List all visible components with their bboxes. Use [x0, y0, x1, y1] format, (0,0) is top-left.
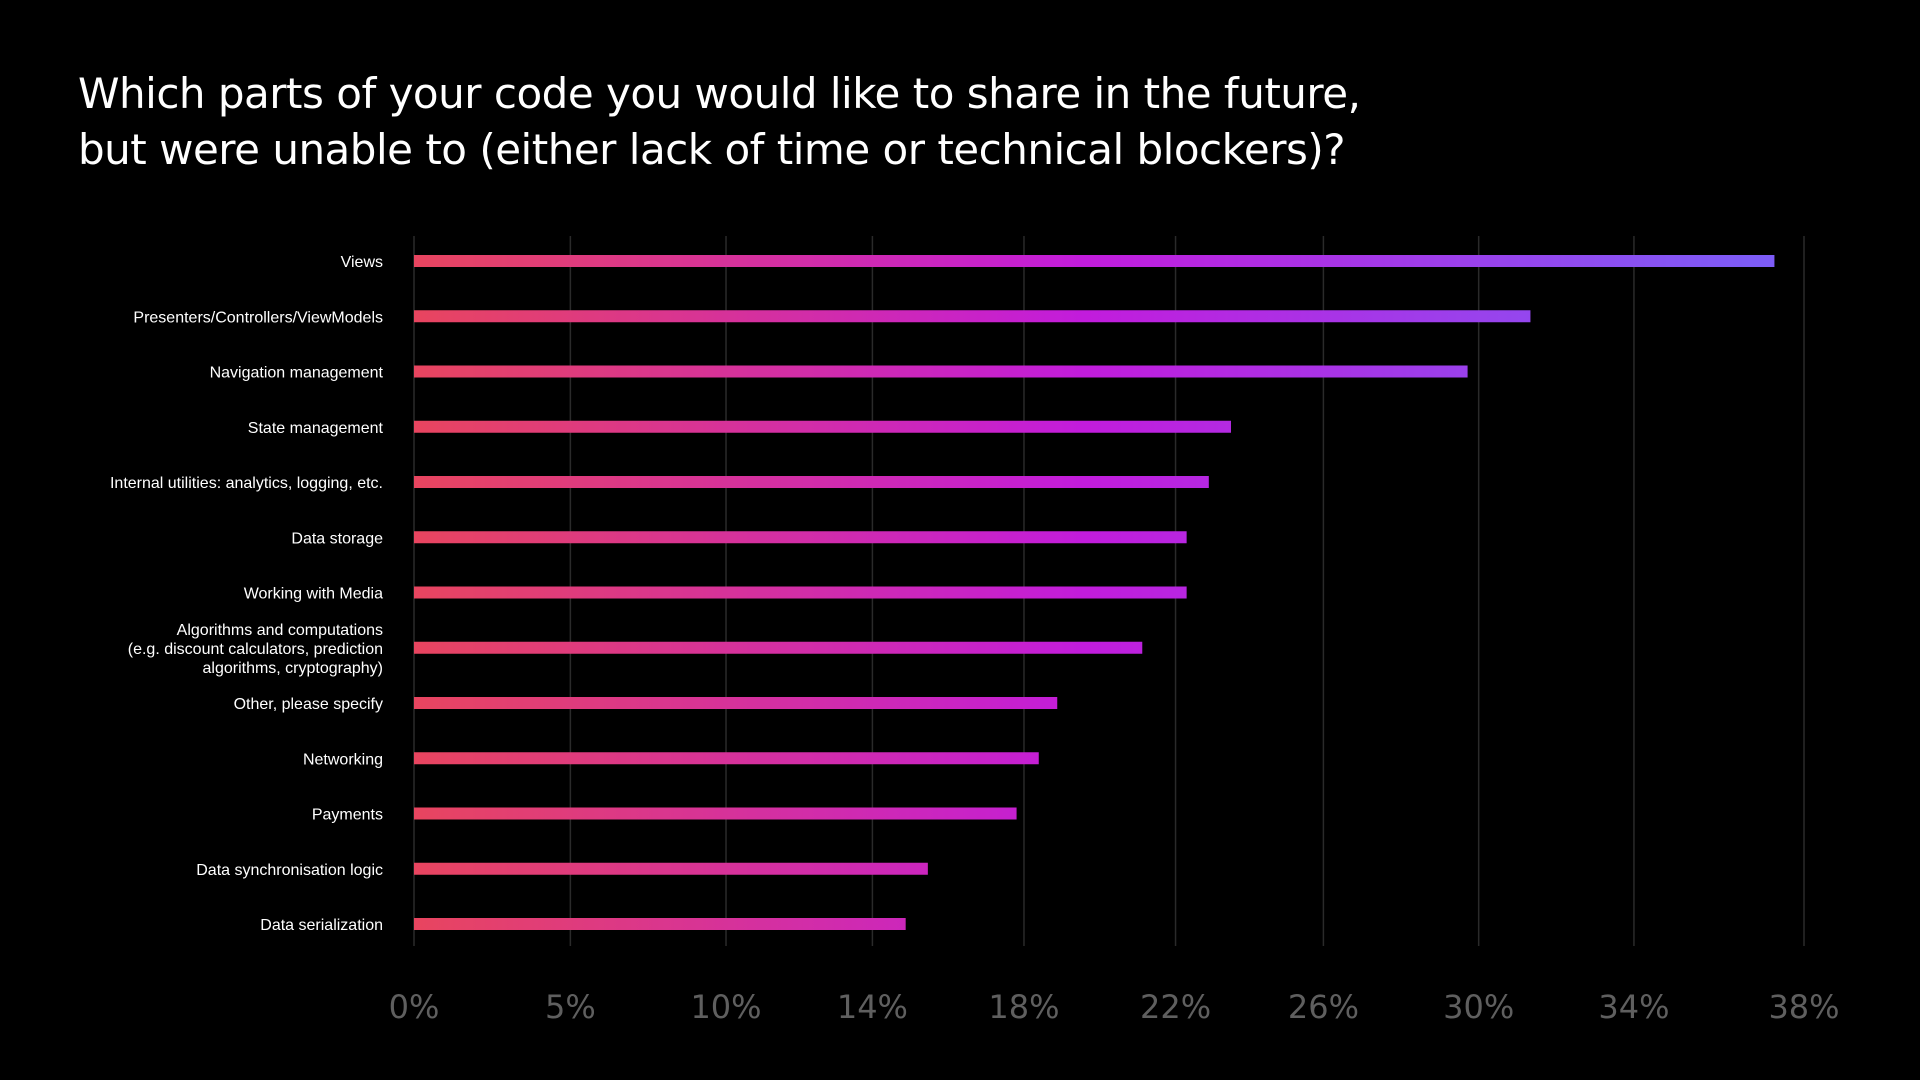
category-label-11-line-0: Data synchronisation logic — [196, 862, 383, 879]
x-tick-label-3: 14% — [837, 988, 908, 1026]
category-label-3-line-0: State management — [248, 420, 384, 437]
bar-8 — [414, 697, 1058, 709]
category-label-0: Views — [341, 254, 383, 271]
x-tick-label-5: 22% — [1140, 988, 1211, 1026]
bar-5 — [414, 531, 1187, 544]
bar-12 — [414, 918, 906, 930]
x-tick-label-7: 30% — [1443, 988, 1514, 1026]
bar-10 — [414, 807, 1017, 820]
x-tick-label-4: 18% — [988, 988, 1059, 1026]
category-label-10: Payments — [312, 807, 383, 824]
category-label-4-line-0: Internal utilities: analytics, logging, … — [110, 475, 383, 492]
category-label-3: State management — [248, 420, 384, 437]
category-label-11: Data synchronisation logic — [196, 862, 383, 879]
category-label-2: Navigation management — [210, 365, 384, 382]
category-label-4: Internal utilities: analytics, logging, … — [110, 475, 383, 492]
category-label-9-line-0: Networking — [303, 751, 383, 768]
x-tick-label-2: 10% — [690, 988, 761, 1026]
x-tick-label-9: 38% — [1768, 988, 1839, 1026]
bar-0 — [414, 255, 1775, 267]
x-tick-label-1: 5% — [545, 988, 596, 1026]
category-label-0-line-0: Views — [341, 254, 383, 271]
x-axis-ticks: 0% 5% 10% 14% 18% 22% 26% 30% 34% 38% — [389, 988, 1840, 1026]
bar-6 — [414, 586, 1187, 599]
bars — [414, 255, 1775, 930]
category-label-7-line-1: (e.g. discount calculators, prediction — [128, 641, 383, 658]
bar-1 — [414, 310, 1531, 323]
x-tick-label-6: 26% — [1288, 988, 1359, 1026]
category-label-8-line-0: Other, please specify — [234, 696, 383, 713]
category-label-1-line-0: Presenters/Controllers/ViewModels — [133, 309, 383, 326]
category-label-1: Presenters/Controllers/ViewModels — [133, 309, 383, 326]
x-tick-label-0: 0% — [389, 988, 440, 1026]
category-label-2-line-0: Navigation management — [210, 365, 384, 382]
category-label-7: Algorithms and computations (e.g. discoun… — [128, 622, 383, 677]
category-label-6-line-0: Working with Media — [244, 586, 383, 603]
bar-11 — [414, 862, 928, 875]
bar-3 — [414, 420, 1231, 433]
category-label-8: Other, please specify — [234, 696, 383, 713]
category-label-9: Networking — [303, 751, 383, 768]
x-tick-label-8: 34% — [1598, 988, 1669, 1026]
chart-title: Which parts of your code you would like … — [78, 66, 1578, 178]
bar-4 — [414, 476, 1209, 488]
category-label-7-line-2: algorithms, cryptography) — [202, 660, 383, 677]
category-label-12: Data serialization — [260, 917, 383, 934]
category-label-5: Data storage — [291, 530, 383, 547]
category-label-10-line-0: Payments — [312, 807, 383, 824]
bar-2 — [414, 365, 1468, 378]
chart-title-line-2: but were unable to (either lack of time … — [78, 125, 1346, 174]
category-labels: Views Presenters/Controllers/ViewModels Na… — [110, 254, 384, 934]
chart-title-line-1: Which parts of your code you would like … — [78, 69, 1361, 118]
category-label-5-line-0: Data storage — [291, 530, 383, 547]
category-label-7-line-0: Algorithms and computations — [177, 622, 383, 639]
category-label-6: Working with Media — [244, 586, 383, 603]
category-label-12-line-0: Data serialization — [260, 917, 383, 934]
bar-9 — [414, 752, 1039, 765]
bar-7 — [414, 641, 1143, 654]
